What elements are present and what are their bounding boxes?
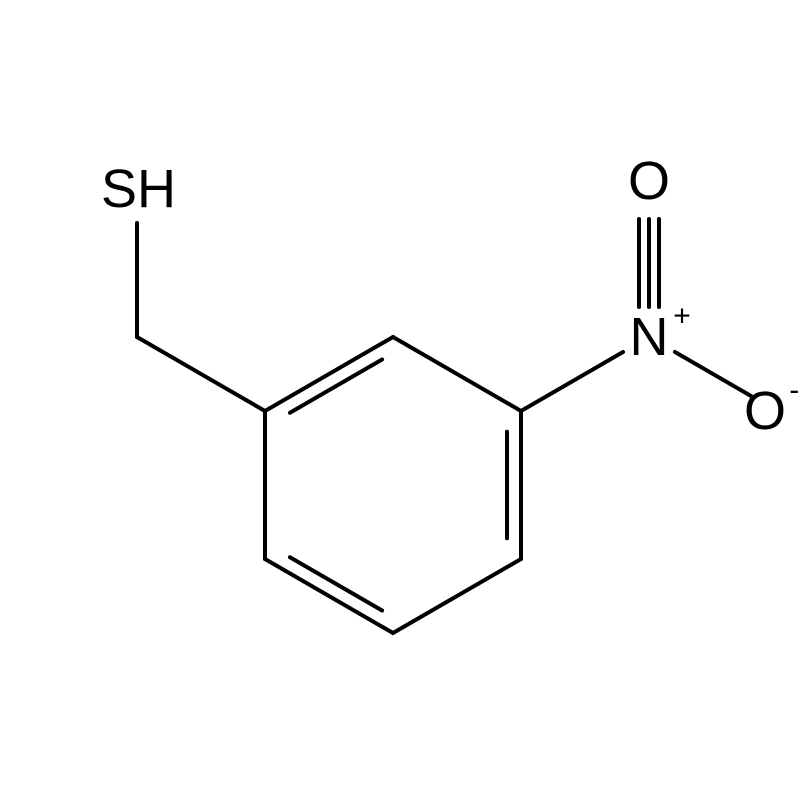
atom-label-S: SH	[101, 159, 176, 219]
atom-label-O1: O	[628, 151, 670, 211]
atom-label-N: N	[630, 307, 669, 367]
charge-N: +	[673, 299, 691, 332]
molecule-diagram: SHN+OO-	[0, 0, 800, 800]
atom-label-O2: O	[744, 381, 786, 441]
charge-O2: -	[789, 373, 799, 406]
